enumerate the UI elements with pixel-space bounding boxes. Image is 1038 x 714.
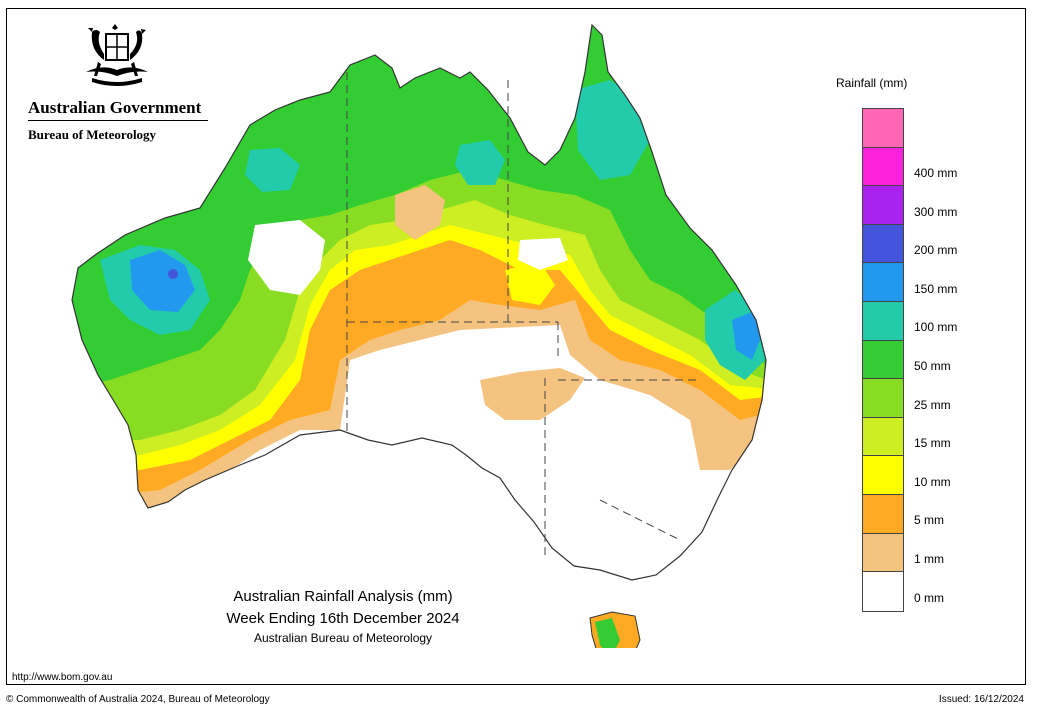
legend-label: 400 mm [914, 165, 958, 180]
bureau-title: Bureau of Meteorology [28, 127, 157, 142]
legend-label: 25 mm [914, 397, 951, 412]
legend-label: 300 mm [914, 204, 958, 219]
legend-swatch [863, 263, 903, 302]
legend-swatch [863, 301, 903, 341]
legend-label: 15 mm [914, 436, 951, 451]
rainfall-map [71, 24, 767, 648]
legend-swatch [863, 147, 903, 187]
legend-swatch [863, 340, 903, 380]
legend-color-bar [862, 108, 904, 612]
legend-swatch [863, 494, 903, 534]
legend-label: 100 mm [914, 320, 958, 335]
legend-label: 5 mm [914, 513, 944, 528]
legend-swatch [863, 456, 903, 495]
government-title: Australian Government [28, 98, 202, 117]
legend-swatch [863, 533, 903, 573]
legend-label: 1 mm [914, 551, 944, 566]
legend-label: 200 mm [914, 243, 958, 258]
legend-swatch [863, 379, 903, 418]
website-url: http://www.bom.gov.au [12, 672, 113, 683]
legend-swatch [863, 572, 903, 611]
issued-date: Issued: 16/12/2024 [938, 694, 1024, 705]
legend-swatch [863, 109, 903, 148]
legend-swatch [863, 186, 903, 225]
copyright-text: © Commonwealth of Australia 2024, Bureau… [6, 694, 270, 705]
legend-swatch [863, 224, 903, 264]
caption-title: Australian Rainfall Analysis (mm) [233, 588, 453, 605]
legend-label: 10 mm [914, 474, 951, 489]
caption-period: Week Ending 16th December 2024 [226, 610, 460, 627]
legend-label: 50 mm [914, 358, 951, 373]
legend-title: Rainfall (mm) [836, 76, 908, 90]
map-caption: Australian Rainfall Analysis (mm) Week E… [188, 588, 498, 645]
legend-label: 0 mm [914, 590, 944, 605]
caption-source: Australian Bureau of Meteorology [253, 631, 433, 645]
coat-of-arms-icon [86, 24, 148, 86]
legend-swatch [863, 417, 903, 457]
logo-divider [28, 120, 208, 121]
legend-label: 150 mm [914, 281, 958, 296]
